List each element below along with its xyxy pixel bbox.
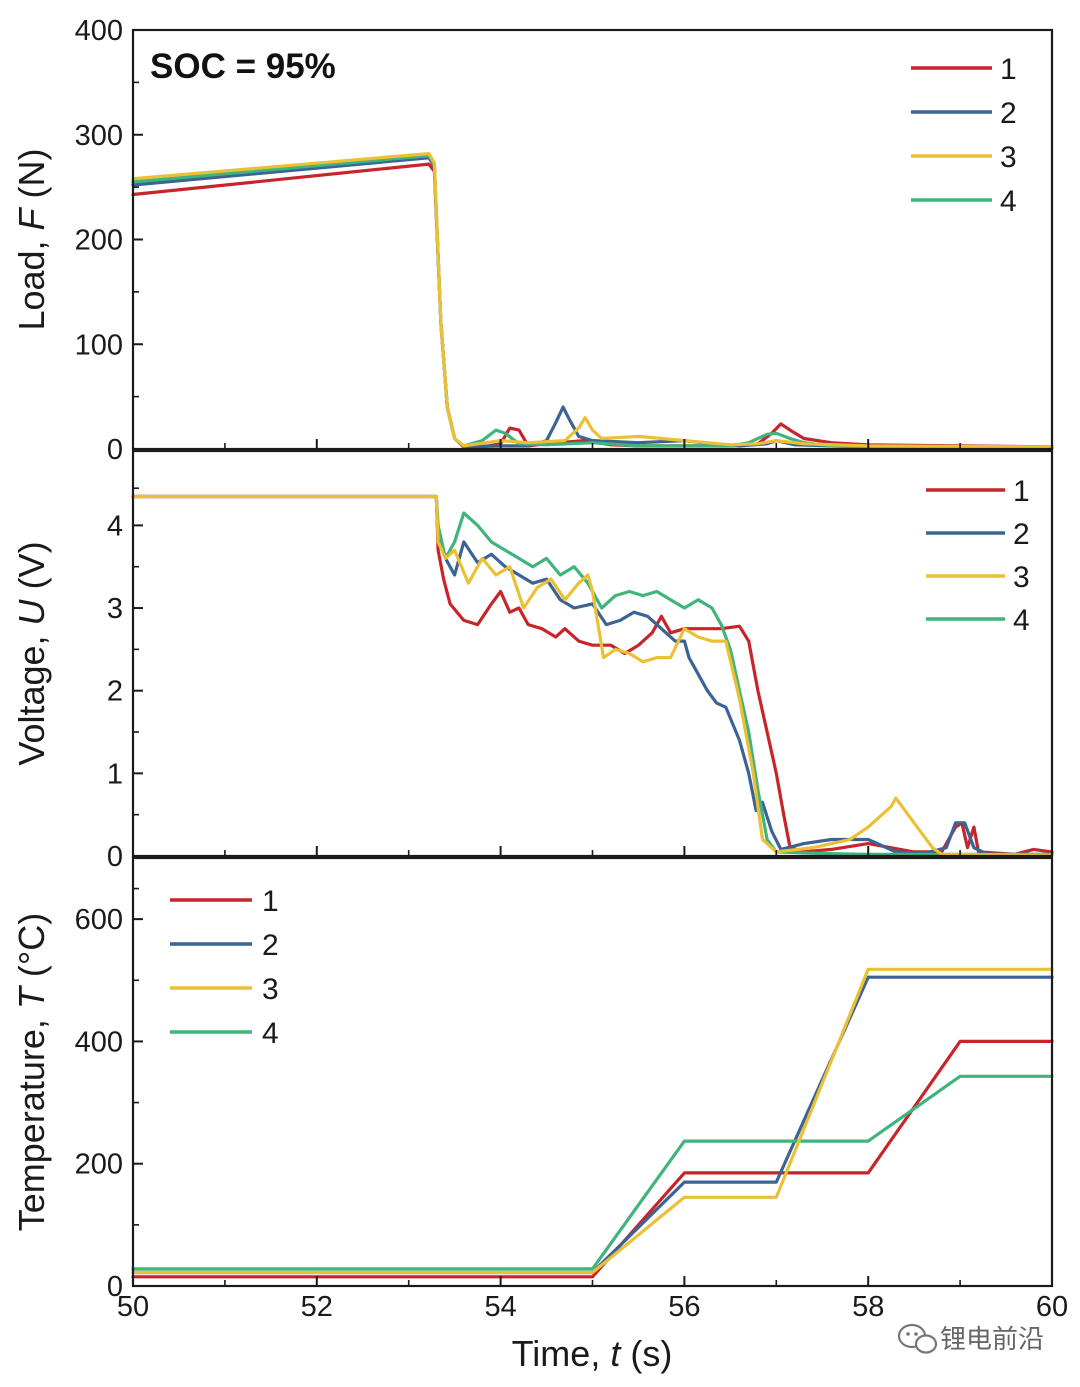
legend: 1 2 3 4 [911,53,1017,218]
panel-1: 0 100 200 300 400 Load, F (N) SOC = 95% 1 2 3 4 [11,15,1054,466]
y-tick-label: 4 [107,510,123,542]
legend-label-4: 4 [262,1017,279,1050]
y-tick-label: 400 [75,15,123,47]
y-axis-title-prefix: Load, [11,230,52,330]
series-line-4 [131,1074,1054,1271]
legend-label-2: 2 [1013,518,1030,551]
y-tick-label: 100 [75,329,123,361]
y-axis-title-suffix: (°C) [11,913,52,987]
legend: 1 2 3 4 [926,475,1030,637]
series-line-2 [131,494,1054,856]
y-axis-title: Load, F (N) [11,148,52,330]
y-axis-title-var: F [11,206,52,230]
legend-label-4: 4 [1000,185,1017,218]
series-line-1 [131,1039,1054,1279]
plot-frame [131,856,1054,1288]
plot-frame [131,449,1054,858]
y-tick-label: 200 [75,1149,123,1181]
series-line-4 [131,494,1054,856]
y-tick-label: 200 [75,225,123,257]
legend-label-3: 3 [1000,141,1017,174]
x-tick-label: 50 [117,1291,149,1323]
legend-label-2: 2 [262,929,279,962]
plot-frame [131,28,1054,451]
x-tick-label: 52 [301,1291,333,1323]
y-tick-label: 2 [107,676,123,708]
panel-3: 0 200 400 600 Temperature, T (°C) 1 2 3 4 [11,856,1054,1303]
y-axis-title-prefix: Temperature, [11,1009,52,1231]
y-tick-label: 0 [107,434,123,466]
legend-label-1: 1 [1000,53,1017,86]
y-tick-label: 1 [107,758,123,790]
y-tick-label: 400 [75,1026,123,1058]
watermark-text: 锂电前沿 [940,1325,1044,1355]
panel-2: 0 1 2 3 4 Voltage, U (V) 1 2 3 4 [11,449,1054,873]
wechat-icon [897,1323,938,1354]
legend-label-2: 2 [1000,97,1017,130]
x-axis-title: Time, t (s) [512,1333,673,1374]
series-line-3 [131,494,1054,857]
y-axis-title-suffix: (N) [11,148,52,208]
x-tick-label: 60 [1036,1291,1068,1323]
y-axis-title: Voltage, U (V) [11,541,52,765]
legend-label-1: 1 [1013,475,1030,508]
x-tick-label: 54 [484,1291,516,1323]
y-axis-title-var: T [11,984,52,1009]
series-line-1 [131,494,1054,856]
legend-label-3: 3 [262,973,279,1006]
y-tick-label: 600 [75,904,123,936]
x-tick-label: 56 [668,1291,700,1323]
x-tick-label: 58 [852,1291,884,1323]
legend-label-4: 4 [1013,604,1030,637]
series-line-1 [131,162,1054,449]
legend: 1 2 3 4 [170,885,279,1050]
legend-label-3: 3 [1013,561,1030,594]
y-axis-title-suffix: (V) [11,541,52,599]
panels: 0 100 200 300 400 Load, F (N) SOC = 95% 1 2 3 4 0 1 2… [11,15,1054,1303]
y-axis-title: Temperature, T (°C) [11,913,52,1231]
y-tick-label: 3 [107,593,123,625]
y-tick-label: 300 [75,120,123,152]
watermark: 锂电前沿 [897,1323,1044,1355]
series-line-3 [131,967,1054,1275]
x-axis: Time, t (s) 50 52 54 56 58 60 [117,1291,1068,1374]
legend-label-1: 1 [262,885,279,918]
series-line-3 [131,152,1054,449]
y-axis-title-prefix: Voltage, [11,625,52,765]
y-tick-label: 0 [107,841,123,873]
soc-annotation: SOC = 95% [150,47,336,86]
y-tick-label: 0 [107,1271,123,1303]
y-axis-title-var: U [11,598,52,625]
